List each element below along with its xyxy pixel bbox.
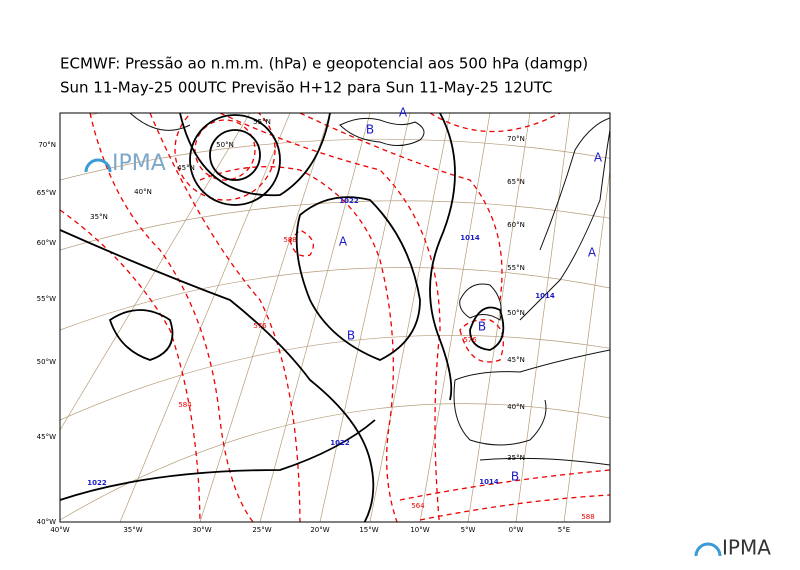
- lat-label: 60°W: [37, 239, 56, 247]
- isobars: [60, 113, 505, 522]
- pressure-center: A: [588, 246, 597, 260]
- graticule-label: 35°N: [507, 454, 525, 462]
- isobar-label: 1014: [460, 234, 480, 242]
- graticule-label: 50°N: [216, 141, 234, 149]
- height-label: 588: [283, 236, 296, 244]
- subtitle: Sun 11-May-25 00UTC Previsão H+12 para S…: [60, 79, 552, 97]
- lat-label: 55°W: [37, 295, 56, 303]
- logo-inset: IPMA: [84, 151, 166, 176]
- lat-label: 50°W: [37, 358, 56, 366]
- map-area: [60, 113, 610, 522]
- graticule-label: 45°N: [507, 356, 525, 364]
- graticule-label: 70°N: [507, 135, 525, 143]
- lon-label: 0°W: [509, 526, 524, 534]
- isobar-label: 1022: [339, 197, 359, 205]
- map-frame: [59, 112, 611, 523]
- lon-label: 40°W: [50, 526, 69, 534]
- coastline: [129, 113, 610, 466]
- lat-label: 65°W: [37, 189, 56, 197]
- pressure-center: A: [594, 151, 603, 165]
- lon-label: 15°W: [359, 526, 378, 534]
- pressure-center: B: [366, 123, 374, 137]
- height-label: 588: [581, 513, 594, 521]
- logo-icon: [84, 158, 112, 173]
- lon-label: 5°W: [461, 526, 476, 534]
- lon-label: 30°W: [192, 526, 211, 534]
- graticule-label: 60°N: [507, 221, 525, 229]
- lon-label: 10°W: [410, 526, 429, 534]
- lat-label: 40°W: [37, 518, 56, 526]
- lon-label: 35°W: [123, 526, 142, 534]
- graticule-label: 40°N: [507, 403, 525, 411]
- height-label: 576: [463, 336, 477, 344]
- isobar-label: 1014: [535, 292, 555, 300]
- height-label: 564: [411, 502, 425, 510]
- lon-label: 20°W: [310, 526, 329, 534]
- pressure-center: B: [478, 320, 486, 334]
- graticule-label: 55°N: [253, 118, 271, 126]
- pressure-center: A: [399, 106, 408, 120]
- isobar-label: 1014: [479, 478, 499, 486]
- graticule-label: 50°N: [507, 309, 525, 317]
- pressure-center: B: [347, 329, 355, 343]
- lon-label: 25°W: [252, 526, 271, 534]
- lat-label: 70°N: [38, 141, 56, 149]
- logo-footer: IPMA: [694, 536, 771, 560]
- lon-label: 5°E: [558, 526, 570, 534]
- logo-icon: [694, 542, 722, 557]
- pressure-center: A: [339, 235, 348, 249]
- graticule-label: 40°N: [134, 188, 152, 196]
- graticule-label: 55°N: [507, 264, 525, 272]
- isobar-label: 1022: [87, 479, 107, 487]
- height-contours: [60, 113, 610, 522]
- logo-inset-text: IPMA: [112, 151, 166, 176]
- pressure-center: B: [511, 470, 519, 484]
- height-label: 584: [178, 401, 192, 409]
- graticule: [60, 113, 610, 522]
- graticule-label: 45°N: [177, 164, 195, 172]
- graticule-label: 65°N: [507, 178, 525, 186]
- title: ECMWF: Pressão ao n.m.m. (hPa) e geopote…: [60, 55, 588, 73]
- logo-footer-text: IPMA: [722, 536, 771, 560]
- height-label: 576: [253, 322, 267, 330]
- isobar-label: 1022: [330, 439, 350, 447]
- lat-label: 45°W: [37, 433, 56, 441]
- graticule-label: 35°N: [90, 213, 108, 221]
